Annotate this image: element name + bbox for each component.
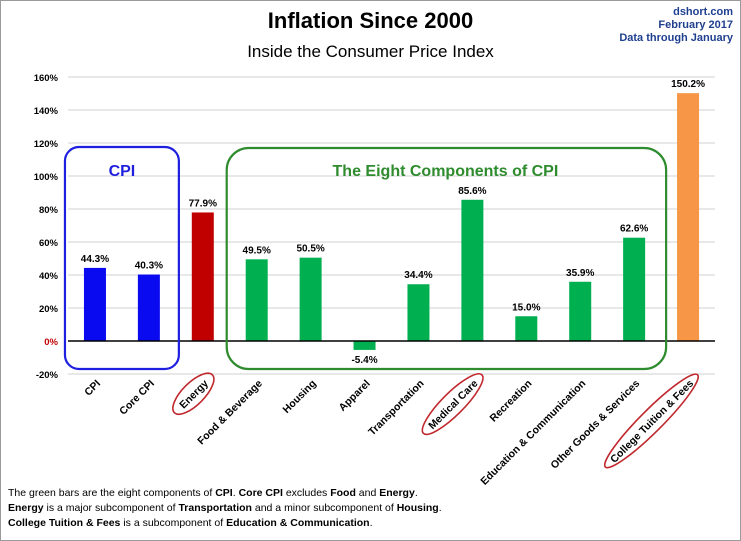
bars [83, 93, 700, 350]
footnote-line-2: Energy is a major subcomponent of Transp… [8, 502, 442, 514]
category-label: Apparel [337, 378, 373, 414]
y-tick-label: 0% [44, 337, 58, 348]
value-label: 150.2% [671, 79, 705, 90]
category-label-group: Medical Care [421, 372, 484, 436]
y-axis: -20% 0% 20% 40% 60% 80% 100% 120% 140% 160% [34, 73, 59, 381]
cpi-group-label: CPI [109, 163, 136, 180]
group-boxes: CPI The Eight Components of CPI [63, 145, 668, 371]
source-note: Data through January [619, 32, 733, 44]
bar [137, 274, 160, 341]
bar [677, 93, 700, 341]
category-label-group: Energy [172, 372, 215, 416]
highlight-ring [603, 373, 700, 469]
bar [191, 212, 214, 341]
category-label: CPI [82, 378, 103, 399]
bar [623, 237, 646, 341]
value-label: 85.6% [458, 186, 486, 197]
y-tick-label: 100% [34, 172, 59, 183]
bar [353, 341, 376, 350]
category-label: Other Goods & Services [548, 378, 642, 472]
y-tick-label: 20% [39, 304, 59, 315]
y-tick-label: 140% [34, 106, 59, 117]
y-tick-label: 80% [39, 205, 59, 216]
highlight-ring [421, 372, 484, 436]
bar [83, 267, 106, 341]
grid-lines [68, 76, 715, 375]
cpi-group-box [63, 145, 180, 371]
category-label: Education & Communication [478, 378, 588, 488]
category-label-group: Core CPI [117, 378, 157, 418]
y-tick-label: 60% [39, 238, 59, 249]
chart-subtitle: Inside the Consumer Price Index [247, 42, 494, 61]
category-label-group: Recreation [488, 378, 535, 425]
value-labels: 44.3% 40.3% 77.9% 49.5% 50.5% -5.4% 34.4% 85.6%… [81, 79, 705, 366]
value-label: 35.9% [566, 268, 594, 279]
bar [407, 284, 430, 341]
category-label: Energy [177, 378, 211, 412]
components-group-box [225, 146, 668, 371]
category-label-group: Other Goods & Services [548, 378, 642, 472]
category-label: Core CPI [117, 378, 157, 418]
footnote-line-1: The green bars are the eight components … [8, 487, 418, 499]
category-label-group: Transportation [366, 378, 426, 438]
value-label: 77.9% [189, 198, 217, 209]
components-group-label: The Eight Components of CPI [333, 163, 559, 180]
value-label: 49.5% [243, 245, 271, 256]
y-tick-label: -20% [36, 370, 59, 381]
category-label-group: Housing [281, 378, 319, 416]
category-label-group: CPI [82, 378, 103, 399]
source-site: dshort.com [673, 6, 733, 18]
y-tick-label: 40% [39, 271, 59, 282]
category-label: Housing [281, 378, 319, 416]
value-label: 44.3% [81, 254, 109, 265]
category-label: Transportation [366, 378, 426, 438]
bar [515, 316, 538, 341]
category-label-group: Apparel [337, 378, 373, 414]
value-label: -5.4% [351, 355, 377, 366]
bar [299, 257, 322, 341]
bar [569, 281, 592, 341]
value-label: 15.0% [512, 302, 540, 313]
value-label: 40.3% [135, 261, 163, 272]
category-label: Recreation [488, 378, 535, 425]
source-date: February 2017 [658, 19, 733, 31]
footnote: The green bars are the eight components … [8, 486, 442, 531]
category-label-group: Education & Communication [478, 378, 588, 488]
value-label: 50.5% [296, 244, 324, 255]
bar [461, 199, 484, 341]
chart-title: Inflation Since 2000 [267, 8, 474, 33]
footnote-line-3: College Tuition & Fees is a subcomponent… [8, 517, 373, 529]
value-label: 34.4% [404, 270, 432, 281]
category-label: Medical Care [426, 378, 480, 432]
highlight-ring [172, 372, 215, 416]
category-label-group: College Tuition & Fees [603, 373, 700, 469]
y-tick-label: 120% [34, 139, 59, 150]
y-tick-label: 160% [34, 73, 59, 84]
bar [245, 259, 268, 341]
source-block: dshort.com February 2017 Data through Ja… [619, 6, 733, 45]
value-label: 62.6% [620, 224, 648, 235]
